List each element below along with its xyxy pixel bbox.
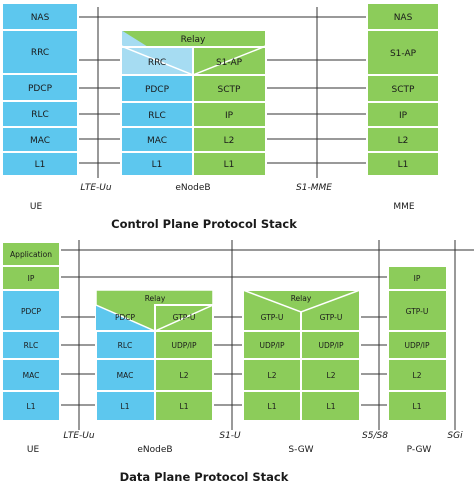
- control-plane-title: Control Plane Protocol Stack: [111, 217, 297, 231]
- cp-ue-layer: RRC: [31, 48, 49, 58]
- cp-mme-layer: L2: [398, 136, 409, 146]
- cp-ue-layer: MAC: [30, 136, 50, 146]
- dp-interface-label: S1-U: [219, 431, 241, 441]
- dp-sgw-stack: Relay GTP-U UDP/IP L2 L1 GTP-U UDP/IP L2…: [242, 289, 361, 422]
- dp-sgw-right-layer: GTP-U: [320, 313, 343, 322]
- cp-enodeb-relay-label: Relay: [181, 35, 206, 45]
- cp-enodeb-left-layer: MAC: [147, 136, 167, 146]
- cp-mme-stack: NAS S1-AP SCTP IP L2 L1: [366, 2, 440, 177]
- dp-ue-layer: IP: [28, 274, 35, 283]
- dp-sgw-left-layer: L2: [268, 371, 277, 380]
- dp-pgw-layer: GTP-U: [406, 307, 429, 316]
- dp-pgw-layer: L1: [413, 402, 422, 411]
- dp-enodeb-label: eNodeB: [137, 445, 172, 455]
- dp-enodeb-right-layer: UDP/IP: [171, 341, 197, 350]
- dp-ue-label: UE: [27, 445, 40, 455]
- dp-enodeb-right-layer: L1: [180, 402, 189, 411]
- dp-sgw-left-layer: L1: [268, 402, 277, 411]
- cp-mme-layer: NAS: [394, 13, 413, 23]
- dp-pgw-layer: IP: [414, 274, 421, 283]
- cp-enodeb-right-layer: IP: [225, 111, 234, 121]
- cp-enodeb-stack: Relay RRC PDCP RLC MAC L1 S1-AP SCTP IP …: [120, 29, 267, 177]
- dp-sgw-right-layer: L1: [327, 402, 336, 411]
- dp-enodeb-stack: Relay PDCP RLC MAC L1 GTP-U UDP/IP L2 L1: [95, 289, 214, 422]
- cp-ue-layer: PDCP: [28, 84, 53, 94]
- dp-pgw-stack: IP GTP-U UDP/IP L2 L1: [387, 265, 448, 422]
- dp-pgw-layer: L2: [413, 371, 422, 380]
- dp-enodeb-relay-label: Relay: [145, 294, 166, 303]
- cp-mme-label: MME: [393, 202, 415, 212]
- dp-pgw-label: P-GW: [407, 445, 432, 455]
- dp-sgw-right-layer: UDP/IP: [318, 341, 344, 350]
- dp-sgw-label: S-GW: [288, 445, 313, 455]
- cp-enodeb-right-layer: S1-AP: [216, 58, 243, 68]
- cp-enodeb-left-layer: RLC: [148, 111, 166, 121]
- dp-sgw-right-layer: L2: [327, 371, 336, 380]
- dp-enodeb-left-layer: MAC: [117, 371, 134, 380]
- dp-sgw-relay-label: Relay: [291, 294, 312, 303]
- data-plane-interface-lines: [60, 240, 474, 430]
- cp-ue-layer: L1: [35, 160, 46, 170]
- cp-ue-layer: RLC: [31, 110, 49, 120]
- dp-ue-stack: Application IP PDCP RLC MAC L1: [1, 241, 61, 422]
- dp-enodeb-right-layer: GTP-U: [173, 313, 196, 322]
- dp-ue-layer: RLC: [24, 341, 39, 350]
- cp-interface-label: LTE-Uu: [80, 183, 111, 193]
- cp-ue-stack: NAS RRC PDCP RLC MAC L1: [1, 2, 79, 177]
- control-plane-interface-lines: [78, 7, 367, 178]
- cp-enodeb-left-layer: L1: [152, 160, 163, 170]
- dp-enodeb-left-layer: PDCP: [115, 313, 136, 322]
- dp-sgw-left-layer: GTP-U: [261, 313, 284, 322]
- cp-mme-layer: L1: [398, 160, 409, 170]
- dp-ue-layer: Application: [10, 250, 52, 259]
- data-plane-title: Data Plane Protocol Stack: [120, 470, 289, 484]
- cp-enodeb-right-layer: L1: [224, 160, 235, 170]
- cp-interface-label: S1-MME: [296, 183, 332, 193]
- dp-ue-layer: PDCP: [21, 307, 42, 316]
- cp-enodeb-right-layer: L2: [224, 136, 235, 146]
- dp-interface-label: SGi: [447, 431, 463, 441]
- cp-enodeb-left-layer: PDCP: [145, 85, 170, 95]
- dp-enodeb-right-layer: L2: [180, 371, 189, 380]
- dp-sgw-left-layer: UDP/IP: [259, 341, 285, 350]
- cp-mme-layer: S1-AP: [390, 49, 417, 59]
- dp-interface-label: S5/S8: [362, 431, 388, 441]
- cp-enodeb-label: eNodeB: [175, 183, 210, 193]
- cp-enodeb-right-layer: SCTP: [218, 85, 241, 95]
- cp-mme-layer: SCTP: [392, 85, 415, 95]
- dp-pgw-layer: UDP/IP: [404, 341, 430, 350]
- cp-enodeb-left-layer: RRC: [148, 58, 166, 68]
- dp-ue-layer: L1: [27, 402, 36, 411]
- cp-ue-layer: NAS: [31, 13, 50, 23]
- dp-enodeb-left-layer: L1: [121, 402, 130, 411]
- dp-enodeb-left-layer: RLC: [118, 341, 133, 350]
- dp-interface-label: LTE-Uu: [63, 431, 94, 441]
- dp-ue-layer: MAC: [23, 371, 40, 380]
- cp-ue-label: UE: [30, 202, 43, 212]
- cp-mme-layer: IP: [399, 111, 408, 121]
